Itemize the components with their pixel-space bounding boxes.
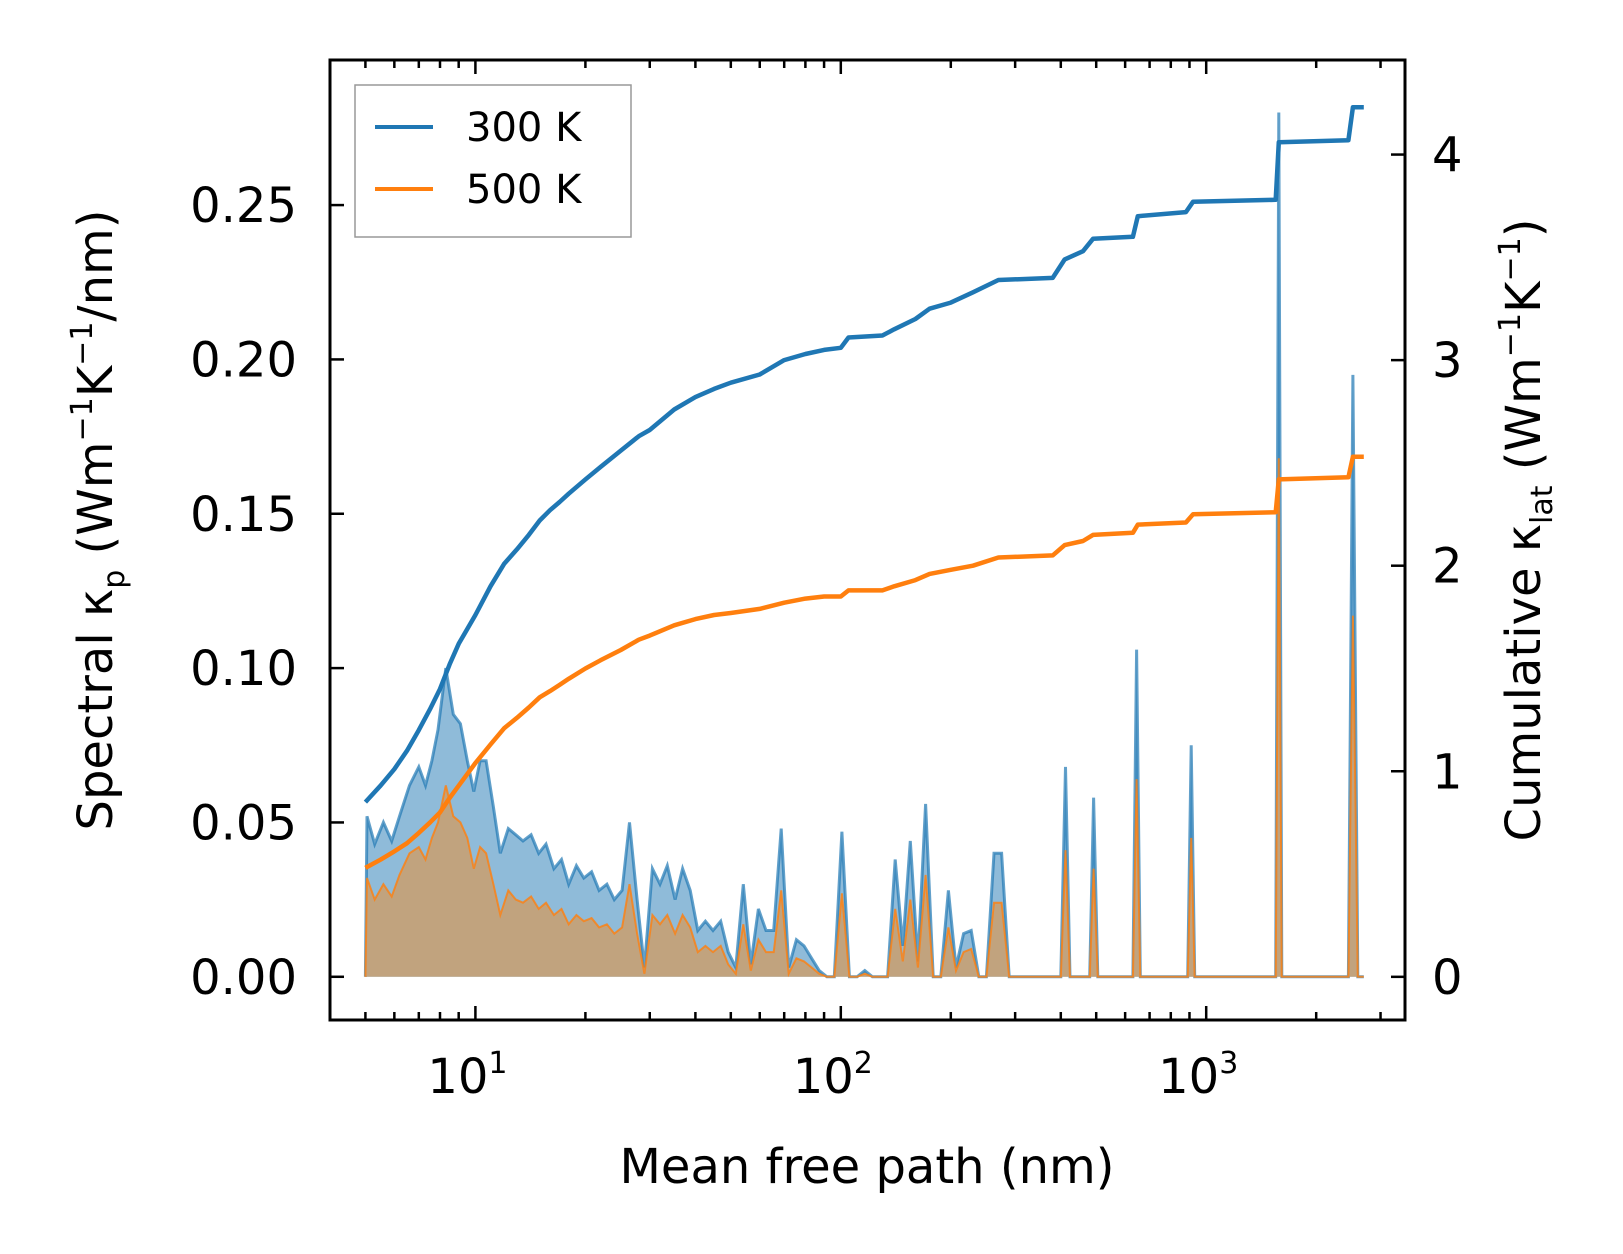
left-y-tick-label: 0.00 — [190, 950, 297, 1006]
x-tick-label: 102 — [793, 1046, 873, 1105]
right-y-axis: 0 1 2 3 4 — [1391, 128, 1463, 1006]
x-axis-title: Mean free path (nm) — [620, 1139, 1115, 1195]
left-y-tick-label: 0.15 — [190, 487, 297, 543]
x-axis: 101 102 103 — [328, 60, 1382, 1105]
right-y-tick-label: 2 — [1432, 539, 1463, 595]
x-tick-label: 101 — [427, 1046, 507, 1105]
left-y-tick-label: 0.25 — [190, 178, 297, 234]
spectral-area-300k — [365, 112, 1364, 977]
plot-frame — [328, 58, 1407, 1022]
plot-area — [363, 105, 1364, 979]
left-y-tick-label: 0.20 — [190, 332, 297, 388]
right-y-tick-label: 1 — [1432, 744, 1463, 800]
cumulative-lines — [363, 105, 1364, 870]
right-y-tick-label: 0 — [1432, 950, 1463, 1006]
x-tick-label: 103 — [1158, 1046, 1238, 1105]
left-y-tick-label: 0.10 — [190, 641, 297, 697]
right-y-tick-label: 3 — [1432, 333, 1463, 389]
right-y-tick-label: 4 — [1432, 128, 1463, 184]
spectral-area-500k — [365, 458, 1364, 977]
left-y-tick-label: 0.05 — [190, 795, 297, 851]
legend-label-500k: 500 K — [466, 167, 583, 213]
spectral-fills — [363, 112, 1364, 979]
cumulative-line-500k — [364, 454, 1364, 870]
left-y-axis: 0.00 0.05 0.10 0.15 0.20 0.25 — [190, 178, 344, 1006]
legend-label-300k: 300 K — [466, 105, 583, 151]
legend-box — [354, 84, 632, 238]
spectral-line-500k — [364, 458, 1364, 978]
cumulative-line-300k — [363, 105, 1364, 804]
legend: 300 K 500 K — [354, 84, 632, 238]
left-y-axis-title: Spectral κp (Wm−1K−1/nm) — [65, 210, 132, 831]
spectral-line-300k — [363, 112, 1364, 979]
right-y-axis-title: Cumulative κlat (Wm−1K−1) — [1493, 219, 1560, 842]
